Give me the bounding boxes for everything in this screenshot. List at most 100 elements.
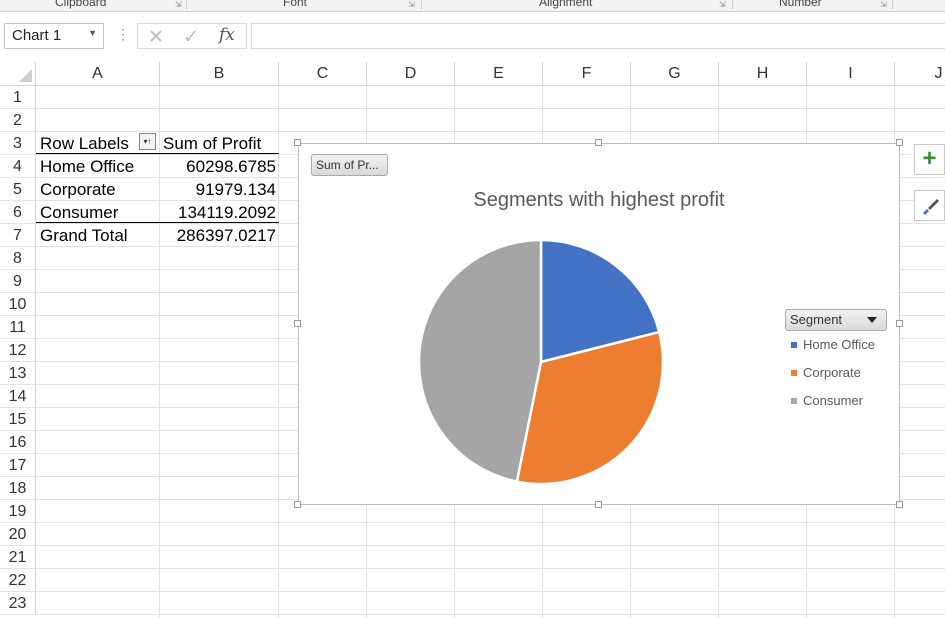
resize-handle[interactable] bbox=[595, 501, 602, 508]
row-header-21[interactable]: 21 bbox=[0, 546, 36, 569]
legend-swatch bbox=[791, 342, 797, 348]
column-header-g[interactable]: G bbox=[631, 62, 719, 85]
pivot-row-label[interactable]: Consumer bbox=[40, 203, 119, 222]
row-header-3[interactable]: 3 bbox=[0, 132, 36, 155]
legend-label: Consumer bbox=[803, 393, 863, 408]
chart-elements-button[interactable]: + bbox=[914, 144, 945, 175]
pivot-header-sum-of-profit[interactable]: Sum of Profit bbox=[163, 134, 262, 153]
pie-slice-consumer[interactable] bbox=[417, 238, 543, 483]
row-header-2[interactable]: 2 bbox=[0, 109, 36, 132]
legend-field-button[interactable]: Segment bbox=[785, 309, 887, 331]
name-box-dropdown-icon[interactable]: ▼ bbox=[88, 28, 97, 38]
legend-dropdown-icon[interactable] bbox=[867, 317, 877, 323]
pivot-grand-total-label[interactable]: Grand Total bbox=[40, 226, 128, 245]
pivot-header-border bbox=[36, 153, 279, 154]
legend-label: Home Office bbox=[803, 337, 876, 352]
pivot-row-value[interactable]: 60298.6785 bbox=[186, 157, 276, 176]
ribbon-separator bbox=[186, 0, 187, 10]
row-header-8[interactable]: 8 bbox=[0, 247, 36, 270]
ribbon-separator bbox=[892, 0, 893, 10]
ribbon-separator bbox=[421, 0, 422, 10]
pivot-row-value[interactable]: 91979.134 bbox=[195, 180, 276, 199]
legend-label: Corporate bbox=[803, 365, 861, 380]
row-header-12[interactable]: 12 bbox=[0, 339, 36, 362]
column-header-c[interactable]: C bbox=[279, 62, 367, 85]
row-header-19[interactable]: 19 bbox=[0, 500, 36, 523]
pie-plot-area[interactable] bbox=[299, 144, 899, 504]
formula-bar-grip-icon[interactable]: ⋮ bbox=[116, 26, 130, 42]
select-all-button[interactable] bbox=[0, 62, 36, 85]
legend-swatch bbox=[791, 398, 797, 404]
pivot-grand-total-value[interactable]: 286397.0217 bbox=[176, 226, 276, 245]
pivot-row-label[interactable]: Corporate bbox=[40, 180, 116, 199]
ribbon-separator bbox=[732, 0, 733, 10]
chart-title[interactable]: Segments with highest profit bbox=[473, 189, 725, 211]
pie-chart[interactable]: Sum of Pr... Segments with highest profi… bbox=[298, 143, 900, 505]
row-header-20[interactable]: 20 bbox=[0, 523, 36, 546]
pivot-header-row-labels[interactable]: Row Labels bbox=[40, 134, 129, 153]
pivot-total-border bbox=[36, 222, 279, 223]
resize-handle[interactable] bbox=[294, 501, 301, 508]
row-header-15[interactable]: 15 bbox=[0, 408, 36, 431]
row-header-6[interactable]: 6 bbox=[0, 201, 36, 224]
row-header-7[interactable]: 7 bbox=[0, 224, 36, 247]
legend-item[interactable]: Home Office bbox=[791, 336, 875, 354]
alignment-launcher-icon[interactable]: ⇲ bbox=[719, 0, 726, 9]
ribbon-group-labels: Clipboard ⇲ Font ⇲ Alignment ⇲ Number ⇲ bbox=[0, 0, 945, 12]
resize-handle[interactable] bbox=[896, 320, 903, 327]
name-box[interactable]: Chart 1 ▼ bbox=[4, 23, 104, 49]
column-header-f[interactable]: F bbox=[543, 62, 631, 85]
column-header-j[interactable]: J bbox=[895, 62, 945, 85]
row-header-14[interactable]: 14 bbox=[0, 385, 36, 408]
ribbon-group-clipboard: Clipboard bbox=[55, 0, 107, 9]
font-launcher-icon[interactable]: ⇲ bbox=[408, 0, 415, 9]
row-header-13[interactable]: 13 bbox=[0, 362, 36, 385]
legend-item[interactable]: Consumer bbox=[791, 392, 863, 410]
row-header-16[interactable]: 16 bbox=[0, 431, 36, 454]
legend-swatch bbox=[791, 370, 797, 376]
column-header-e[interactable]: E bbox=[455, 62, 543, 85]
resize-handle[interactable] bbox=[294, 139, 301, 146]
formula-bar-buttons: ✕ ✓ fx bbox=[137, 23, 247, 49]
row-header-4[interactable]: 4 bbox=[0, 155, 36, 178]
column-header-h[interactable]: H bbox=[719, 62, 807, 85]
column-header-d[interactable]: D bbox=[367, 62, 455, 85]
row-header-23[interactable]: 23 bbox=[0, 592, 36, 615]
enter-icon[interactable]: ✓ bbox=[183, 27, 199, 48]
pie-slice-home-office[interactable] bbox=[539, 238, 661, 364]
row-header-5[interactable]: 5 bbox=[0, 178, 36, 201]
column-header-a[interactable]: A bbox=[36, 62, 160, 85]
pivot-row-value[interactable]: 134119.2092 bbox=[177, 203, 276, 222]
resize-handle[interactable] bbox=[896, 501, 903, 508]
cancel-icon[interactable]: ✕ bbox=[148, 27, 164, 48]
value-field-button[interactable]: Sum of Pr... bbox=[311, 154, 388, 176]
name-box-value: Chart 1 bbox=[12, 27, 62, 44]
ribbon-group-number: Number bbox=[779, 0, 822, 9]
row-header-17[interactable]: 17 bbox=[0, 454, 36, 477]
legend-item[interactable]: Corporate bbox=[791, 364, 861, 382]
row-header-10[interactable]: 10 bbox=[0, 293, 36, 316]
row-header-18[interactable]: 18 bbox=[0, 477, 36, 500]
row-header-9[interactable]: 9 bbox=[0, 270, 36, 293]
row-header-1[interactable]: 1 bbox=[0, 86, 36, 109]
pivot-row-label[interactable]: Home Office bbox=[40, 157, 135, 176]
clipboard-launcher-icon[interactable]: ⇲ bbox=[175, 0, 182, 9]
resize-handle[interactable] bbox=[595, 139, 602, 146]
legend-field-label: Segment bbox=[790, 312, 843, 327]
insert-function-icon[interactable]: fx bbox=[219, 25, 235, 45]
column-header-b[interactable]: B bbox=[160, 62, 279, 85]
formula-input[interactable] bbox=[251, 23, 945, 49]
chart-styles-button[interactable] bbox=[914, 190, 945, 221]
row-header-22[interactable]: 22 bbox=[0, 569, 36, 592]
column-header-i[interactable]: I bbox=[807, 62, 895, 85]
resize-handle[interactable] bbox=[294, 320, 301, 327]
plus-icon: + bbox=[922, 145, 937, 172]
resize-handle[interactable] bbox=[896, 139, 903, 146]
ribbon-group-font: Font bbox=[283, 0, 308, 9]
formula-bar: Chart 1 ▼ ⋮ ✕ ✓ fx bbox=[0, 12, 945, 62]
number-launcher-icon[interactable]: ⇲ bbox=[880, 0, 887, 9]
column-headers: A B C D E F G H I J bbox=[0, 62, 945, 86]
row-header-11[interactable]: 11 bbox=[0, 316, 36, 339]
pie-slice-corporate[interactable] bbox=[515, 330, 665, 486]
row-labels-filter-icon[interactable]: ▾↑ bbox=[139, 133, 156, 150]
